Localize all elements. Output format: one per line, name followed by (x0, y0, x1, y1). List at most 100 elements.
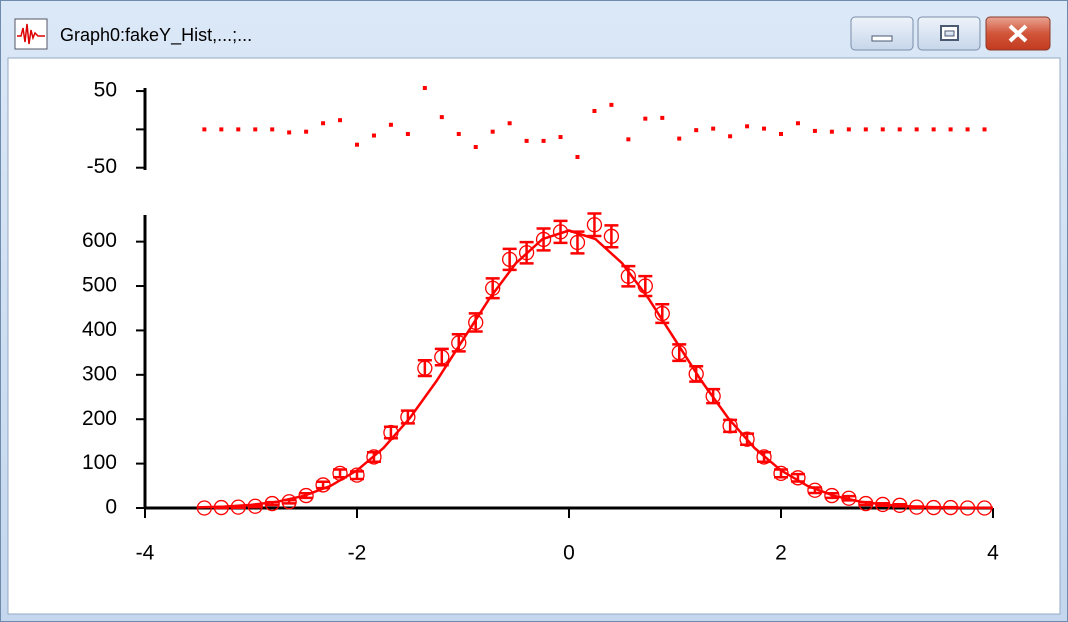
maximize-button[interactable] (917, 16, 981, 51)
residual-point (711, 126, 716, 131)
data-point (959, 500, 976, 516)
y-tick-label: 400 (82, 318, 117, 341)
error-bar (350, 470, 364, 481)
residual-point (558, 135, 563, 140)
residual-point (948, 127, 953, 132)
error-bar (774, 468, 788, 479)
residual-point (592, 108, 597, 113)
residual-point (931, 127, 936, 132)
residual-point (355, 142, 359, 147)
residual-point (863, 127, 868, 132)
error-bar (316, 480, 331, 490)
minimize-button[interactable] (850, 16, 914, 51)
data-point (909, 499, 925, 515)
residual-point (677, 136, 682, 141)
data-point (739, 431, 755, 447)
data-point (671, 344, 687, 361)
residual-point (609, 102, 614, 107)
error-bar (790, 472, 805, 483)
window-title: Graph0:fakeY_Hist,...;... (60, 25, 252, 46)
data-point (603, 228, 620, 244)
data-point (773, 465, 789, 482)
data-point (366, 449, 382, 465)
error-bar (434, 347, 449, 367)
client-area (7, 57, 1061, 615)
residual-point (524, 138, 529, 143)
data-point (349, 467, 365, 483)
residual-point (779, 131, 783, 136)
x-tick-label: 0 (563, 542, 575, 565)
y-tick-label: 500 (82, 274, 117, 297)
error-bar (417, 359, 432, 378)
residual-point (490, 129, 495, 134)
residual-point (965, 127, 970, 132)
error-bar (400, 409, 415, 425)
data-point (824, 487, 840, 504)
error-bar (892, 503, 907, 508)
error-bar (841, 494, 856, 502)
error-bar (875, 501, 890, 507)
data-point (400, 409, 416, 425)
y-tick-label: -50 (87, 155, 117, 178)
residual-point (253, 127, 258, 132)
residual-point (371, 133, 376, 138)
error-bar (655, 303, 670, 325)
x-tick-label: 2 (775, 542, 787, 565)
error-bar (299, 491, 314, 500)
data-point (756, 449, 772, 465)
data-point (569, 234, 586, 251)
data-point (518, 245, 535, 261)
data-point (434, 349, 450, 365)
data-point (875, 496, 891, 513)
data-point (315, 477, 331, 493)
data-point (841, 490, 857, 506)
data-point (535, 231, 552, 248)
residual-point (422, 86, 427, 90)
residual-point (643, 116, 648, 121)
data-point (451, 335, 467, 351)
residual-point (762, 126, 767, 131)
error-bar (824, 491, 839, 500)
data-point (196, 500, 213, 516)
residual-point (846, 127, 851, 132)
residual-point (626, 137, 631, 142)
error-bar (672, 343, 687, 363)
error-bar (858, 500, 873, 507)
error-bar (333, 468, 348, 479)
x-tick-label: 4 (987, 542, 999, 565)
residual-point (456, 131, 461, 136)
data-point (586, 217, 603, 233)
error-bar (248, 504, 263, 509)
residual-point (202, 127, 207, 132)
residual-point (270, 127, 275, 132)
data-point (468, 314, 484, 331)
residual-point (728, 134, 733, 139)
residual-point (914, 127, 919, 132)
y-tick-label: 300 (82, 362, 117, 385)
data-point (976, 500, 993, 516)
close-button[interactable] (985, 16, 1051, 51)
x-tick-label: -2 (348, 542, 367, 565)
data-point (620, 268, 637, 284)
data-point (807, 482, 823, 498)
y-tick-label: 50 (94, 79, 117, 102)
residual-point (219, 127, 224, 132)
residual-point (982, 127, 987, 132)
y-tick-label: 200 (82, 407, 117, 430)
residual-point (507, 121, 512, 126)
x-tick-label: -4 (136, 542, 155, 565)
error-bar (909, 505, 924, 509)
error-bar (689, 364, 704, 383)
data-point (298, 487, 314, 504)
data-point (705, 388, 721, 404)
error-bar (468, 312, 483, 333)
residual-point (304, 129, 309, 134)
residual-point (287, 130, 292, 135)
data-point (790, 470, 806, 486)
data-point (332, 465, 348, 482)
data-point (654, 305, 670, 322)
app-icon (14, 18, 48, 50)
